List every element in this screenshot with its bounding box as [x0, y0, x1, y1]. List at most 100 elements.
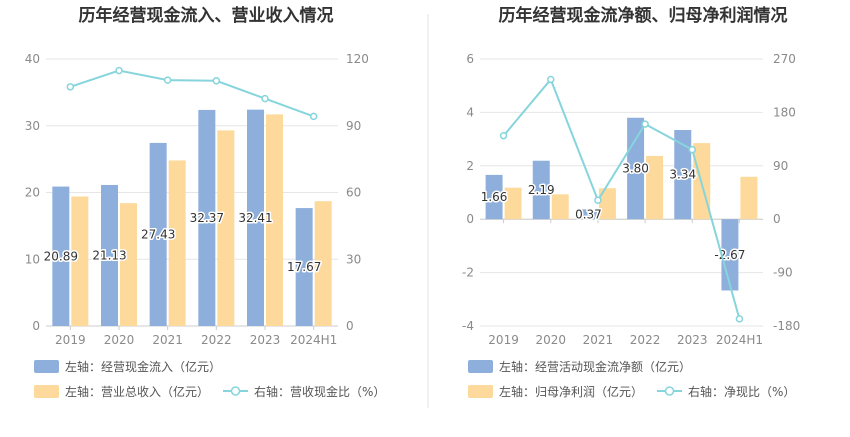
legend-swatch: [34, 385, 59, 398]
x-tick-label: 2019: [488, 333, 519, 347]
x-tick-label: 2022: [201, 333, 232, 347]
x-tick-label: 2022: [630, 333, 661, 347]
y-right-tick: -90: [773, 266, 793, 280]
x-tick-label: 2021: [152, 333, 183, 347]
bar: [198, 109, 216, 326]
bar: [120, 203, 137, 326]
bar: [52, 186, 70, 326]
y-right-tick: 0: [346, 319, 354, 333]
bar-value-label: 17.67: [287, 260, 321, 274]
legend-swatch: [468, 360, 493, 373]
line-point: [735, 315, 744, 323]
y-right-tick: 60: [346, 186, 361, 200]
y-left-tick: 2: [466, 159, 474, 173]
bar-value-label: 2.19: [528, 183, 555, 197]
x-tick-label: 2019: [55, 333, 86, 347]
bar: [532, 160, 550, 220]
x-tick-label: 2023: [677, 333, 708, 347]
legend-label: 左轴：经营现金流入（亿元）: [65, 359, 221, 374]
bar: [551, 194, 569, 220]
line-point: [212, 77, 221, 85]
x-tick-label: 2023: [250, 333, 281, 347]
bar: [247, 109, 264, 326]
y-right-tick: 30: [346, 252, 361, 266]
chart-title: 历年经营现金流净额、归母净利润情况: [499, 5, 788, 26]
bar: [674, 130, 692, 220]
bar-value-label: 0.37: [575, 207, 602, 221]
legend-label: 左轴：营业总收入（亿元）: [65, 384, 209, 399]
y-right-tick: 180: [773, 105, 796, 119]
bar: [295, 208, 313, 326]
bar: [485, 174, 503, 220]
y-left-tick: -4: [462, 319, 474, 333]
y-left-tick: 4: [466, 105, 474, 119]
line-series: [502, 77, 741, 320]
bar: [266, 114, 283, 326]
bar: [646, 155, 664, 220]
chart-title: 历年经营现金流入、营业收入情况: [79, 5, 334, 26]
x-tick-label: 2020: [535, 333, 566, 347]
x-tick-label: 2020: [104, 333, 135, 347]
bar: [740, 176, 758, 220]
y-right-tick: -180: [773, 319, 800, 333]
bar-value-label: 32.41: [238, 211, 272, 225]
legend-label: 左轴：归母净利润（亿元）: [499, 384, 643, 399]
y-left-tick: 20: [25, 186, 40, 200]
bar-value-label: 3.34: [669, 168, 696, 182]
line-point: [261, 94, 269, 103]
line-point: [309, 112, 318, 121]
bar-value-label: 1.66: [481, 190, 508, 204]
legend-label: 右轴：净现比（%）: [688, 384, 795, 399]
chart-1: 历年经营现金流入、营业收入情况 0 10 20 30 40 0 30 60 90 120 2019 20…: [25, 5, 386, 399]
y-right-tick: 90: [773, 159, 788, 173]
bar: [627, 117, 645, 220]
line-series: [70, 69, 315, 118]
y-left-tick: 6: [466, 52, 474, 66]
bar-value-label: 20.89: [44, 249, 78, 263]
y-left-tick: -2: [462, 266, 474, 280]
y-left-tick: 30: [25, 119, 40, 133]
line-point: [163, 76, 172, 84]
legend-line-marker: [664, 386, 675, 396]
bar: [217, 130, 235, 326]
line-point: [499, 131, 508, 140]
bar: [504, 187, 522, 220]
bar: [579, 209, 597, 220]
legend-swatch: [468, 385, 493, 398]
bar-value-label: 21.13: [92, 248, 126, 262]
legend-label: 右轴：营收现金比（%）: [254, 384, 385, 399]
x-tick-label: 2021: [583, 333, 614, 347]
bar-value-label: 27.43: [141, 227, 175, 241]
y-right-tick: 120: [346, 52, 369, 66]
y-right-tick: 270: [773, 52, 796, 66]
y-left-tick: 0: [466, 212, 474, 226]
legend-swatch: [34, 360, 59, 373]
line-point: [547, 75, 555, 84]
bar: [71, 196, 89, 326]
bar: [168, 160, 186, 326]
bar-value-label: -2.67: [714, 248, 745, 262]
line-point: [641, 120, 649, 128]
x-tick-label: 2024H1: [290, 333, 337, 347]
y-left-tick: 40: [25, 52, 40, 66]
y-left-tick: 10: [25, 252, 40, 266]
bar: [101, 184, 118, 326]
line-point: [594, 196, 602, 205]
y-right-tick: 0: [773, 212, 781, 226]
legend-label: 左轴：经营活动现金流净额（亿元）: [499, 359, 691, 374]
y-right-tick: 90: [346, 119, 361, 133]
legend-line-marker: [230, 386, 241, 396]
bar-value-label: 3.80: [622, 161, 649, 175]
bar-value-label: 32.37: [190, 211, 224, 225]
x-tick-label: 2024H1: [716, 333, 763, 347]
line-point: [115, 66, 123, 75]
line-point: [66, 83, 75, 91]
chart-2: 历年经营现金流净额、归母净利润情况 -4 -2 0 2 4 6 -180 -90 0 90 180 27…: [462, 5, 800, 399]
line-point: [688, 145, 696, 154]
bar: [598, 188, 616, 220]
y-left-tick: 0: [32, 319, 40, 333]
bar: [149, 142, 167, 326]
bar: [314, 201, 332, 326]
